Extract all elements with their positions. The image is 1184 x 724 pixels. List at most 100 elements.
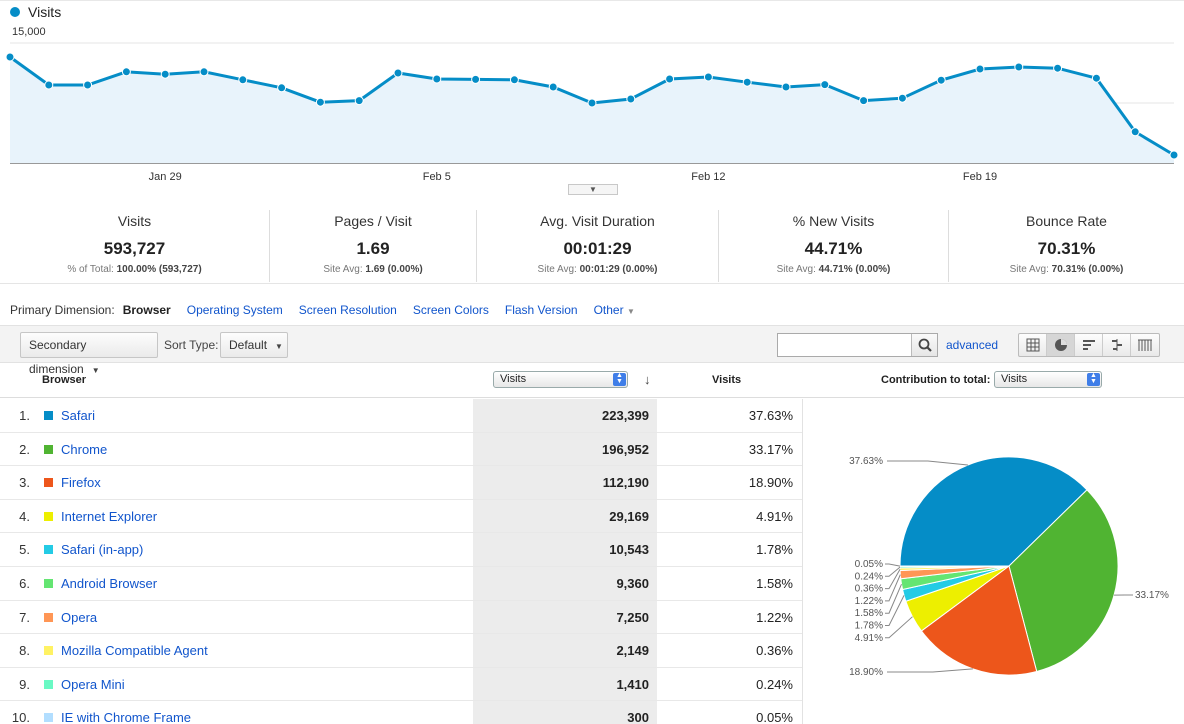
x-tick-label: Feb 19 <box>963 171 997 183</box>
table-search-input[interactable] <box>777 333 938 357</box>
metric-select[interactable]: Visits ▲ ▼ <box>493 371 628 388</box>
row-index: 5. <box>19 542 30 558</box>
browser-link[interactable]: Opera Mini <box>61 676 125 692</box>
pie-slice[interactable] <box>899 456 1088 567</box>
scorecard-pages-visit[interactable]: Pages / Visit 1.69 Site Avg: 1.69 (0.00%… <box>270 210 477 282</box>
dimension-link-screen-resolution[interactable]: Screen Resolution <box>298 303 397 317</box>
table-row[interactable]: 3. Firefox 112,190 18.90% <box>0 466 802 500</box>
data-point[interactable] <box>121 67 131 77</box>
scorecard-label: Avg. Visit Duration <box>540 213 655 229</box>
data-point[interactable] <box>820 80 830 90</box>
column-header-browser[interactable]: Browser <box>42 374 87 386</box>
sort-descending-icon[interactable]: ↓ <box>644 372 651 387</box>
data-point[interactable] <box>587 98 597 108</box>
table-row[interactable]: 7. Opera 7,250 1.22% <box>0 600 802 635</box>
advanced-filter-link[interactable]: advanced <box>946 338 999 352</box>
row-index: 7. <box>19 609 30 625</box>
column-header-visits[interactable]: Visits <box>712 374 742 386</box>
table-row[interactable]: 4. Internet Explorer 29,169 4.91% <box>0 499 802 534</box>
select-stepper-icon: ▲ ▼ <box>613 372 626 386</box>
pie-value-label: 0.24% <box>855 571 883 582</box>
browser-link[interactable]: Firefox <box>61 475 101 491</box>
data-point[interactable] <box>1091 73 1101 83</box>
metric-select-value: Visits <box>500 373 527 385</box>
search-button[interactable] <box>911 334 937 356</box>
data-point[interactable] <box>1014 62 1024 72</box>
scorecard-visits[interactable]: Visits 593,727 % of Total: 100.00% (593,… <box>0 210 270 282</box>
chart-collapse-handle[interactable]: ▼ <box>568 184 618 195</box>
view-pivot-button[interactable] <box>1131 334 1159 356</box>
scorecard-new-visits[interactable]: % New Visits 44.71% Site Avg: 44.71% (0.… <box>719 210 949 282</box>
browser-link[interactable]: Safari (in-app) <box>61 542 144 558</box>
data-point[interactable] <box>83 80 93 90</box>
browser-link[interactable]: IE with Chrome Frame <box>61 710 192 724</box>
browser-link[interactable]: Opera <box>61 609 98 625</box>
data-point[interactable] <box>742 77 752 87</box>
data-point[interactable] <box>1053 63 1063 73</box>
sort-type-dropdown[interactable]: Default ▼ <box>220 332 288 358</box>
pie-value-label: 0.36% <box>855 584 883 595</box>
contribution-select[interactable]: Visits ▲ ▼ <box>994 371 1102 388</box>
data-point[interactable] <box>160 69 170 79</box>
metric-value: 112,190 <box>602 475 649 491</box>
browser-link[interactable]: Mozilla Compatible Agent <box>61 643 208 659</box>
browser-link[interactable]: Internet Explorer <box>61 508 158 524</box>
secondary-dimension-label: Secondary dimension <box>29 338 87 376</box>
metric-cell: 300 <box>473 701 657 724</box>
browser-link[interactable]: Chrome <box>61 441 108 457</box>
dimension-link-operating-system[interactable]: Operating System <box>186 303 283 317</box>
data-point[interactable] <box>354 96 364 106</box>
pie-chart-svg: 37.63%33.17%18.90%0.05%0.24%0.36%1.22%1.… <box>849 456 1169 678</box>
secondary-dimension-dropdown[interactable]: Secondary dimension ▼ <box>20 332 158 376</box>
metric-value: 9,360 <box>616 575 649 591</box>
data-point[interactable] <box>859 96 869 106</box>
scorecard-avg-visit-duration[interactable]: Avg. Visit Duration 00:01:29 Site Avg: 0… <box>477 210 719 282</box>
dimension-link-other[interactable]: Other <box>593 303 624 317</box>
data-point[interactable] <box>1130 127 1140 137</box>
table-row[interactable]: 8. Mozilla Compatible Agent 2,149 0.36% <box>0 634 802 668</box>
contribution-label: Contribution to total: <box>881 374 991 386</box>
data-point[interactable] <box>626 94 636 104</box>
table-row[interactable]: 2. Chrome 196,952 33.17% <box>0 432 802 467</box>
dimension-other-menu[interactable]: Other ▼ <box>594 303 635 317</box>
view-pie-button[interactable] <box>1047 334 1075 356</box>
legend-label: Visits <box>28 4 62 20</box>
color-swatch-icon <box>44 679 53 689</box>
data-point[interactable] <box>703 72 713 82</box>
browser-link[interactable]: Safari <box>61 408 95 423</box>
table-row[interactable]: 9. Opera Mini 1,410 0.24% <box>0 667 802 702</box>
data-point[interactable] <box>199 67 209 77</box>
series-dot-icon <box>10 7 20 17</box>
table-row[interactable]: 6. Android Browser 9,360 1.58% <box>0 566 802 601</box>
data-point[interactable] <box>665 74 675 84</box>
data-point[interactable] <box>471 74 481 84</box>
data-point[interactable] <box>277 83 287 93</box>
data-point[interactable] <box>897 93 907 103</box>
data-point[interactable] <box>975 64 985 74</box>
data-point[interactable] <box>432 74 442 84</box>
data-point[interactable] <box>936 75 946 85</box>
data-point[interactable] <box>548 82 558 92</box>
view-table-button[interactable] <box>1019 334 1047 356</box>
table-row[interactable]: 1. Safari 223,399 37.63% <box>0 399 802 433</box>
data-point[interactable] <box>315 97 325 107</box>
primary-dimension-label: Primary Dimension: <box>10 303 115 317</box>
scorecard-bounce-rate[interactable]: Bounce Rate 70.31% Site Avg: 70.31% (0.0… <box>949 210 1184 282</box>
view-comparison-button[interactable] <box>1103 334 1131 356</box>
data-point[interactable] <box>44 80 54 90</box>
data-point[interactable] <box>781 82 791 92</box>
data-point[interactable] <box>5 52 15 62</box>
table-row[interactable]: 10. IE with Chrome Frame 300 0.05% <box>0 701 802 724</box>
view-performance-button[interactable] <box>1075 334 1103 356</box>
dimension-link-screen-colors[interactable]: Screen Colors <box>412 303 489 317</box>
browser-link[interactable]: Android Browser <box>61 575 158 591</box>
data-point[interactable] <box>393 68 403 78</box>
pie-slice[interactable] <box>920 565 1038 676</box>
data-point[interactable] <box>1169 150 1179 160</box>
pie-slice[interactable] <box>1008 489 1119 673</box>
dimension-link-flash-version[interactable]: Flash Version <box>504 303 578 317</box>
table-row[interactable]: 5. Safari (in-app) 10,543 1.78% <box>0 533 802 567</box>
data-point[interactable] <box>238 75 248 85</box>
data-point[interactable] <box>509 75 519 85</box>
